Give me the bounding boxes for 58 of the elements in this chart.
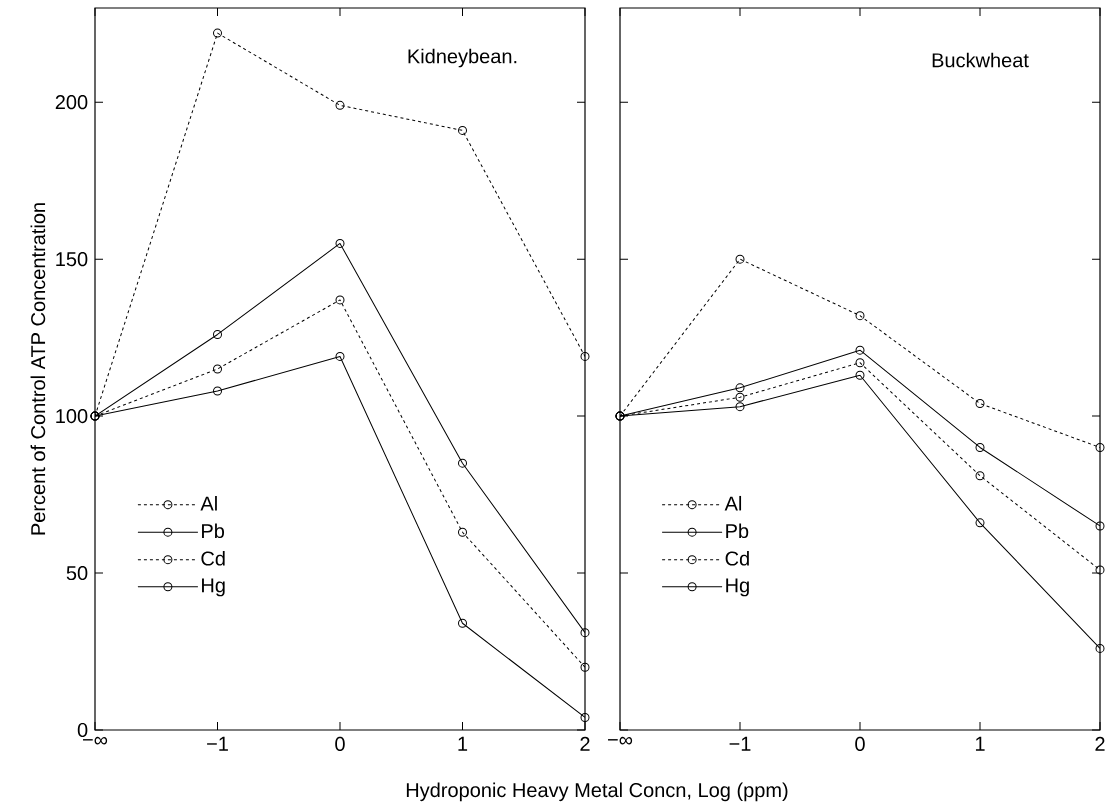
point (458, 125, 467, 135)
point (580, 712, 590, 722)
y-tick-label: 100 (56, 409, 88, 424)
point (580, 628, 590, 638)
legend-label: Pb (726, 523, 749, 539)
point (1095, 521, 1105, 531)
text: Kidneybean. (408, 48, 517, 68)
x-tick-label: −1 (207, 736, 228, 751)
point (580, 662, 590, 672)
legend-label: Cd (201, 550, 225, 566)
point (335, 100, 345, 110)
point (335, 351, 345, 361)
x-tick-label: 1 (975, 736, 985, 751)
point (580, 351, 590, 361)
point (975, 471, 985, 481)
point (1095, 565, 1105, 575)
y-axis-title: Percent of Control ATP Concentration (30, 203, 46, 535)
x-tick-label: 0 (335, 736, 345, 752)
point (735, 254, 745, 264)
point (855, 345, 865, 355)
point (213, 364, 222, 374)
point (855, 311, 865, 321)
y-tick-label: 200 (55, 95, 88, 110)
x-tick-label: −∞ (83, 736, 108, 745)
point (335, 295, 345, 305)
text: Buckwheat (932, 52, 1029, 68)
legend-label: Hg (202, 578, 225, 597)
x-tick-label: 1 (458, 736, 468, 751)
point (458, 458, 467, 468)
point (1095, 442, 1105, 452)
point (1095, 643, 1105, 653)
point (975, 442, 985, 452)
point (213, 329, 222, 339)
point (855, 370, 865, 380)
y-tick-label: 50 (66, 565, 88, 581)
y-tick-label: 150 (56, 252, 88, 267)
x-tick-label: −1 (729, 736, 751, 751)
point (735, 383, 745, 393)
point (735, 392, 745, 402)
x-tick-label: −∞ (608, 736, 633, 745)
point (458, 527, 467, 537)
x-axis-title: Hydroponic Heavy Metal Concn, Log (ppm) (406, 782, 788, 802)
point (735, 402, 745, 412)
legend-label: Al (724, 495, 742, 511)
legend-label: Hg (726, 578, 749, 597)
legend-label: Cd (725, 550, 749, 566)
point (335, 238, 345, 248)
legend-label: Al (200, 495, 217, 511)
point (213, 386, 222, 396)
legend-label: Pb (202, 523, 225, 539)
x-tick-label: 2 (1095, 736, 1105, 751)
point (975, 399, 985, 409)
point (458, 618, 467, 628)
x-tick-label: 2 (580, 736, 590, 751)
point (975, 518, 985, 528)
x-tick-label: 0 (855, 736, 865, 752)
point (855, 358, 865, 368)
point (213, 28, 222, 38)
